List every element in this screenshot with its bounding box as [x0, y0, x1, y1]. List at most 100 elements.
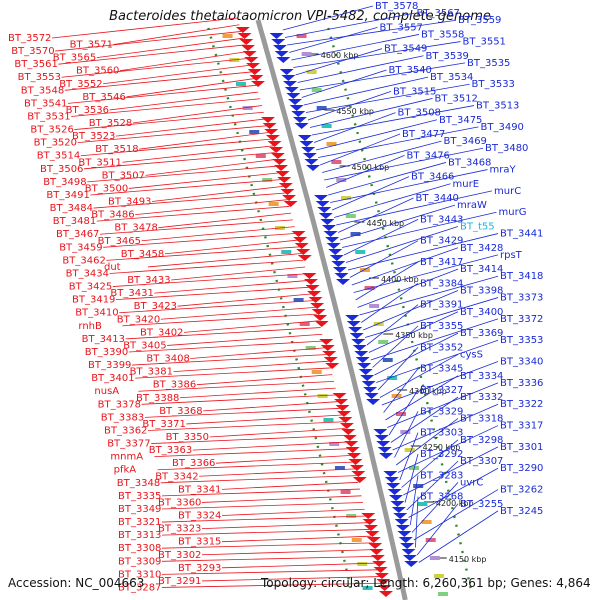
gene-arrow-left	[351, 471, 366, 477]
feature-band	[293, 298, 304, 302]
leader-line-right	[336, 190, 493, 226]
gene-arrow-right	[332, 267, 347, 273]
leader-line-left	[135, 367, 331, 379]
leader-line-left	[131, 354, 328, 366]
gene-arrow-left	[267, 141, 282, 147]
gene-arrow-right	[364, 393, 379, 399]
gene-arrow-left	[339, 423, 354, 429]
gene-arrow-right	[394, 519, 409, 525]
tick-label: 4550 kbp	[336, 107, 374, 116]
gene-label-left: BT_3413	[82, 334, 125, 345]
gene-arrow-right	[391, 507, 406, 513]
feature-band	[331, 160, 342, 164]
gene-label-right: BT_3352	[420, 342, 463, 353]
gene-arrow-right	[276, 57, 291, 63]
gene-label-left: BT_3506	[40, 164, 83, 175]
gene-arrow-left	[249, 75, 264, 81]
gene-arrow-left	[332, 393, 347, 399]
gene-label-right: BT_3301	[500, 442, 543, 453]
gene-label-right: murE	[453, 179, 480, 190]
gene-arrow-left	[303, 279, 318, 285]
leader-line-left	[128, 340, 324, 353]
gene-label-left: BT_3366	[172, 458, 215, 469]
gene-arrow-right	[281, 75, 296, 81]
tick-label: 4200 kbp	[436, 499, 474, 508]
gene-label-right: BT_3292	[420, 449, 463, 460]
leader-line-left	[80, 138, 272, 157]
leader-line-right	[322, 140, 442, 173]
leader-line-left	[161, 569, 379, 575]
leader-line-left	[201, 522, 368, 529]
gene-arrow-right	[323, 231, 338, 237]
gene-label-left: BT_3368	[159, 406, 202, 417]
leader-line-left	[190, 347, 326, 359]
leader-line-left	[122, 145, 274, 163]
gene-label-right: cysS	[460, 349, 483, 360]
gene-arrow-left	[237, 33, 252, 39]
gene-arrow-right	[393, 513, 408, 519]
backbone-arc	[255, 19, 408, 600]
leader-line-left	[199, 468, 356, 477]
leader-line-left	[161, 488, 360, 497]
leader-line-left	[96, 206, 290, 222]
leader-line-left	[87, 165, 279, 183]
gene-label-right: BT_3513	[476, 101, 519, 112]
leader-line-right	[404, 453, 419, 503]
leader-line-left	[93, 192, 286, 209]
gene-label-right: BT_3469	[444, 136, 487, 147]
gene-label-right: BT_3391	[420, 300, 463, 311]
gene-label-left: BT_3467	[56, 229, 99, 240]
gene-label-right: BT_3303	[420, 428, 463, 439]
leader-line-left	[192, 441, 349, 451]
gene-arrow-right	[363, 387, 378, 393]
leader-line-left	[201, 495, 362, 503]
gene-arrow-right	[288, 99, 303, 105]
gene-arrow-right	[401, 549, 416, 555]
leader-line-right	[383, 368, 419, 413]
gene-label-left: nusA	[94, 386, 119, 397]
gene-label-right: BT_3400	[460, 307, 503, 318]
gene-label-left: BT_3363	[149, 445, 192, 456]
leader-line-right	[309, 98, 433, 128]
gene-arrow-right	[306, 165, 321, 171]
gene-label-left: BT_3431	[110, 288, 153, 299]
tick-labels: 4600 kbp 4550 kbp 4500 kbp 4450 kbp 4400 kbp…	[308, 51, 486, 564]
gene-arrow-right	[272, 45, 287, 51]
gene-arrow-right	[314, 195, 329, 201]
left-gene-labels: BT_3572BT_3571BT_3570BT_3565BT_3561BT_35…	[8, 17, 382, 593]
gene-arrow-left	[305, 285, 320, 291]
feature-band	[281, 250, 292, 254]
gene-arrow-right	[357, 363, 372, 369]
gene-arrow-left	[282, 195, 297, 201]
leader-line-right	[368, 311, 459, 353]
gene-arrow-right	[352, 345, 367, 351]
leader-line-left	[215, 455, 352, 464]
leader-line-left	[183, 320, 319, 333]
gene-label-left: BT_3570	[11, 46, 54, 57]
gene-arrow-right	[326, 243, 341, 249]
gene-arrow-left	[368, 543, 383, 549]
gene-label-right: BT_3540	[389, 65, 432, 76]
gene-label-right: BT_3559	[458, 15, 501, 26]
feature-band	[346, 514, 357, 518]
gene-label-left: BT_3572	[8, 33, 51, 44]
gene-label-left: BT_3349	[118, 504, 161, 515]
leader-line-left	[161, 582, 382, 588]
gene-arrow-left	[325, 363, 340, 369]
tick-label: 4300 kbp	[409, 387, 447, 396]
leader-line-left	[71, 98, 261, 117]
gene-arrow-left	[296, 249, 311, 255]
leader-line-right	[377, 347, 419, 391]
leader-line-right	[343, 218, 419, 256]
gene-label-right: BT_3549	[384, 44, 427, 55]
gene-label-left: BT_3287	[118, 582, 161, 593]
gene-label-left: BT_3405	[123, 340, 166, 351]
tick-label: 4500 kbp	[352, 163, 390, 172]
gene-arrow-right	[390, 501, 405, 507]
gene-arrow-left	[362, 519, 377, 525]
gene-arrow-right	[351, 339, 366, 345]
leader-line-right	[390, 396, 459, 443]
gene-label-left: BT_3324	[178, 511, 221, 522]
gene-label-left: BT_3425	[69, 282, 112, 293]
leader-line-left	[209, 428, 346, 438]
